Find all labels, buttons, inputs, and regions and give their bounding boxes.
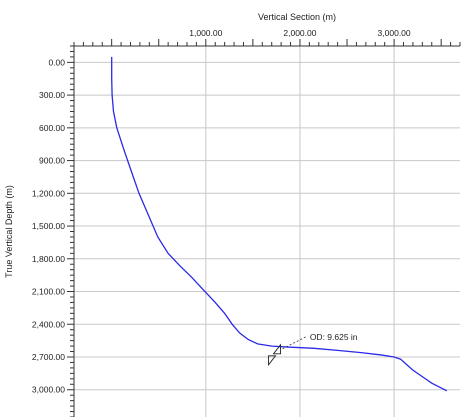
y-ticks: 0.00 300.00 600.00 900.00 1,200.00 1,500.00 1,… xyxy=(32,45,74,417)
casing-shoe-left xyxy=(268,355,277,367)
x-ticks: 1,000.00 2,000.00 3,000.00 xyxy=(73,28,461,46)
y-tick-label: 3,000.00 xyxy=(32,385,65,395)
y-tick-label: 2,100.00 xyxy=(32,287,65,297)
y-tick-label: 300.00 xyxy=(39,90,65,100)
annotation-label: OD: 9.625 in xyxy=(310,332,358,342)
x-tick-label: 3,000.00 xyxy=(378,28,411,38)
y-tick-label: 1,500.00 xyxy=(32,221,65,231)
series-line xyxy=(111,56,448,392)
y-tick-label: 1,200.00 xyxy=(32,188,65,198)
y-tick-label: 900.00 xyxy=(39,156,65,166)
series xyxy=(111,56,448,392)
y-axis-title: True Vertical Depth (m) xyxy=(4,185,14,278)
casing-shoe-icon xyxy=(268,343,281,367)
y-tick-label: 600.00 xyxy=(39,123,65,133)
annotation-leader xyxy=(282,336,307,350)
y-tick-label: 0.00 xyxy=(48,57,65,67)
x-tick-label: 2,000.00 xyxy=(283,28,316,38)
x-axis-title: Vertical Section (m) xyxy=(258,12,336,22)
x-tick-label: 1,000.00 xyxy=(189,28,222,38)
annotation: OD: 9.625 in xyxy=(268,332,358,367)
y-tick-label: 1,800.00 xyxy=(32,254,65,264)
y-tick-label: 2,700.00 xyxy=(32,352,65,362)
y-tick-label: 2,400.00 xyxy=(32,319,65,329)
casing-shoe-right xyxy=(272,343,281,355)
